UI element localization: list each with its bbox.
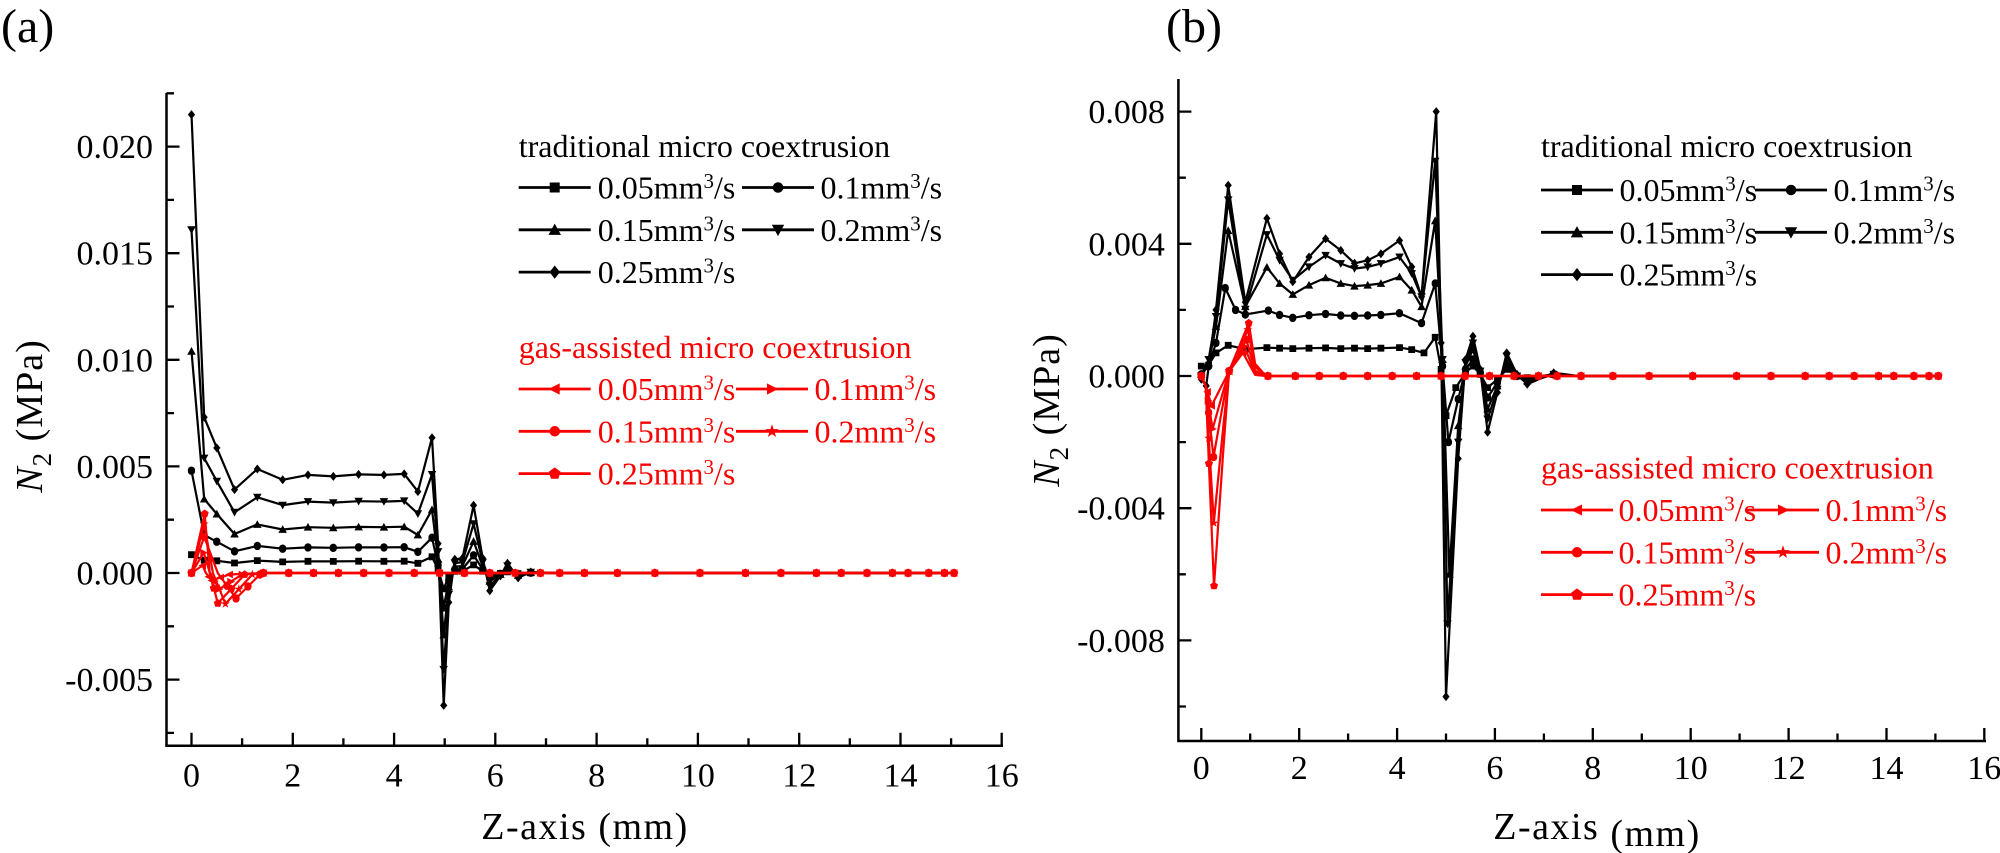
- svg-text:0.25mm3/s: 0.25mm3/s: [598, 254, 736, 291]
- svg-text:0.25mm3/s: 0.25mm3/s: [598, 455, 736, 492]
- svg-text:12: 12: [782, 758, 816, 795]
- svg-text:14: 14: [884, 758, 918, 795]
- svg-text:0.05mm3/s: 0.05mm3/s: [598, 169, 736, 206]
- svg-text:0.15mm3/s: 0.15mm3/s: [1620, 214, 1758, 251]
- svg-text:16: 16: [985, 758, 1019, 795]
- svg-text:0.010: 0.010: [77, 342, 154, 379]
- svg-text:16: 16: [1967, 750, 2000, 787]
- svg-text:6: 6: [487, 758, 504, 795]
- svg-text:0: 0: [1193, 750, 1210, 787]
- svg-text:0.004: 0.004: [1088, 226, 1165, 263]
- svg-text:0.05mm3/s: 0.05mm3/s: [1620, 172, 1758, 209]
- svg-text:-0.004: -0.004: [1077, 491, 1165, 528]
- svg-text:0.2mm3/s: 0.2mm3/s: [821, 211, 943, 248]
- svg-text:-0.005: -0.005: [65, 662, 153, 699]
- svg-text:0.15mm3/s: 0.15mm3/s: [598, 413, 736, 450]
- svg-text:0.000: 0.000: [1088, 359, 1165, 396]
- svg-text:0.05mm3/s: 0.05mm3/s: [598, 371, 736, 408]
- svg-text:-0.008: -0.008: [1077, 623, 1165, 660]
- svg-text:8: 8: [588, 758, 605, 795]
- svg-text:10: 10: [1674, 750, 1708, 787]
- svg-text:gas-assisted micro coextrusion: gas-assisted micro coextrusion: [1541, 450, 1934, 486]
- svg-text:12: 12: [1772, 750, 1806, 787]
- svg-text:2: 2: [284, 758, 301, 795]
- svg-text:0.020: 0.020: [77, 129, 154, 166]
- svg-text:N2 (MPa): N2 (MPa): [1026, 333, 1074, 487]
- svg-text:Z-axis (mm): Z-axis (mm): [1493, 806, 1701, 853]
- svg-text:0.05mm3/s: 0.05mm3/s: [1619, 492, 1757, 529]
- svg-text:4: 4: [1389, 750, 1406, 787]
- svg-text:(a): (a): [1, 0, 54, 53]
- svg-text:0.25mm3/s: 0.25mm3/s: [1620, 256, 1758, 293]
- svg-text:0.008: 0.008: [1088, 94, 1165, 131]
- svg-text:0.015: 0.015: [77, 236, 154, 273]
- svg-text:4: 4: [386, 758, 403, 795]
- svg-text:traditional micro coextrusion: traditional micro coextrusion: [1541, 128, 1912, 164]
- svg-text:0.000: 0.000: [77, 556, 154, 593]
- svg-text:0.1mm3/s: 0.1mm3/s: [821, 169, 943, 206]
- svg-text:2: 2: [1291, 750, 1308, 787]
- svg-text:10: 10: [681, 758, 715, 795]
- svg-text:0.2mm3/s: 0.2mm3/s: [1826, 534, 1948, 571]
- svg-text:6: 6: [1486, 750, 1503, 787]
- svg-text:traditional micro coextrusion: traditional micro coextrusion: [519, 128, 890, 164]
- svg-text:0.25mm3/s: 0.25mm3/s: [1619, 576, 1757, 613]
- svg-text:0.15mm3/s: 0.15mm3/s: [598, 211, 736, 248]
- svg-text:(b): (b): [1166, 0, 1222, 53]
- svg-text:0.2mm3/s: 0.2mm3/s: [815, 413, 937, 450]
- svg-text:gas-assisted micro coextrusion: gas-assisted micro coextrusion: [519, 329, 912, 365]
- svg-text:0.1mm3/s: 0.1mm3/s: [815, 371, 937, 408]
- svg-text:0.1mm3/s: 0.1mm3/s: [1826, 492, 1948, 529]
- svg-text:N2 (MPa): N2 (MPa): [9, 339, 57, 493]
- svg-text:0.2mm3/s: 0.2mm3/s: [1834, 214, 1956, 251]
- svg-text:Z-axis (mm): Z-axis (mm): [481, 806, 689, 848]
- svg-text:0.15mm3/s: 0.15mm3/s: [1619, 534, 1757, 571]
- svg-text:0.1mm3/s: 0.1mm3/s: [1834, 172, 1956, 209]
- svg-text:8: 8: [1584, 750, 1601, 787]
- svg-text:14: 14: [1870, 750, 1904, 787]
- svg-text:0: 0: [183, 758, 200, 795]
- svg-text:0.005: 0.005: [77, 449, 154, 486]
